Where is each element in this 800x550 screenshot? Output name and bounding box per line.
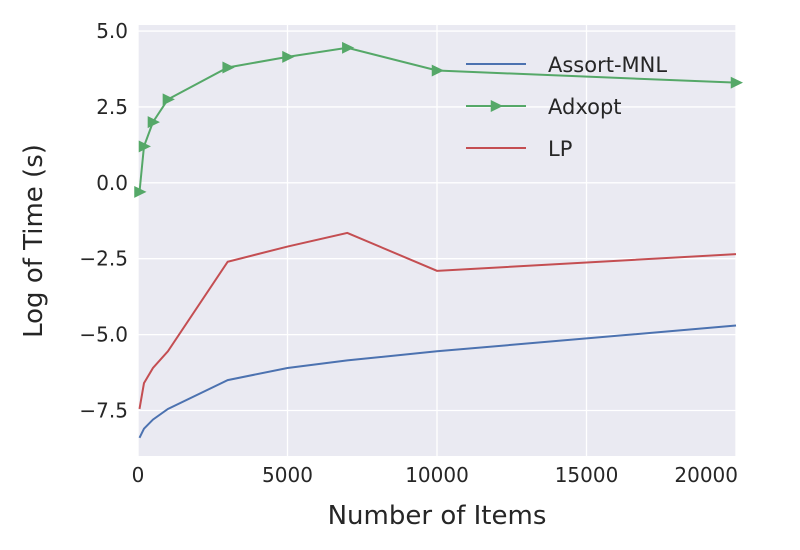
data-point-adxopt (134, 185, 147, 198)
y-tick-label: 5.0 (96, 19, 128, 43)
y-axis-label: Log of Time (s) (19, 144, 49, 338)
x-tick-label: 15000 (555, 463, 619, 487)
data-point-adxopt (147, 116, 160, 129)
x-tick-labels: 0 5000 10000 15000 20000 (132, 463, 738, 487)
series-line-lp (138, 231, 737, 410)
data-point-adxopt (431, 64, 444, 77)
y-tick-label: −7.5 (79, 398, 128, 422)
legend-label-adxopt: Adxopt (548, 95, 622, 119)
data-point-adxopt (162, 93, 175, 106)
series-layer (134, 41, 743, 439)
x-tick-label: 10000 (405, 463, 469, 487)
legend-label-lp: LP (548, 137, 572, 161)
data-point-adxopt (342, 41, 355, 54)
legend-label-assort-mnl: Assort-MNL (548, 53, 667, 77)
data-point-adxopt (282, 50, 295, 63)
y-tick-labels: −7.5 −5.0 −2.5 0.0 2.5 5.0 (79, 19, 128, 422)
series-line-assort-mnl (138, 324, 737, 439)
x-tick-label: 5000 (262, 463, 313, 487)
data-point-adxopt (138, 140, 151, 153)
y-tick-label: −2.5 (79, 247, 128, 271)
data-point-adxopt (222, 61, 235, 74)
y-tick-label: 0.0 (96, 171, 128, 195)
legend: Assort-MNL Adxopt LP (466, 53, 667, 161)
x-tick-label: 0 (132, 463, 145, 487)
x-tick-label: 20000 (674, 463, 738, 487)
legend-marker-adxopt (490, 100, 503, 112)
y-tick-label: −5.0 (79, 323, 128, 347)
y-tick-label: 2.5 (96, 95, 128, 119)
data-point-adxopt (730, 76, 743, 89)
x-axis-label: Number of Items (328, 501, 547, 531)
